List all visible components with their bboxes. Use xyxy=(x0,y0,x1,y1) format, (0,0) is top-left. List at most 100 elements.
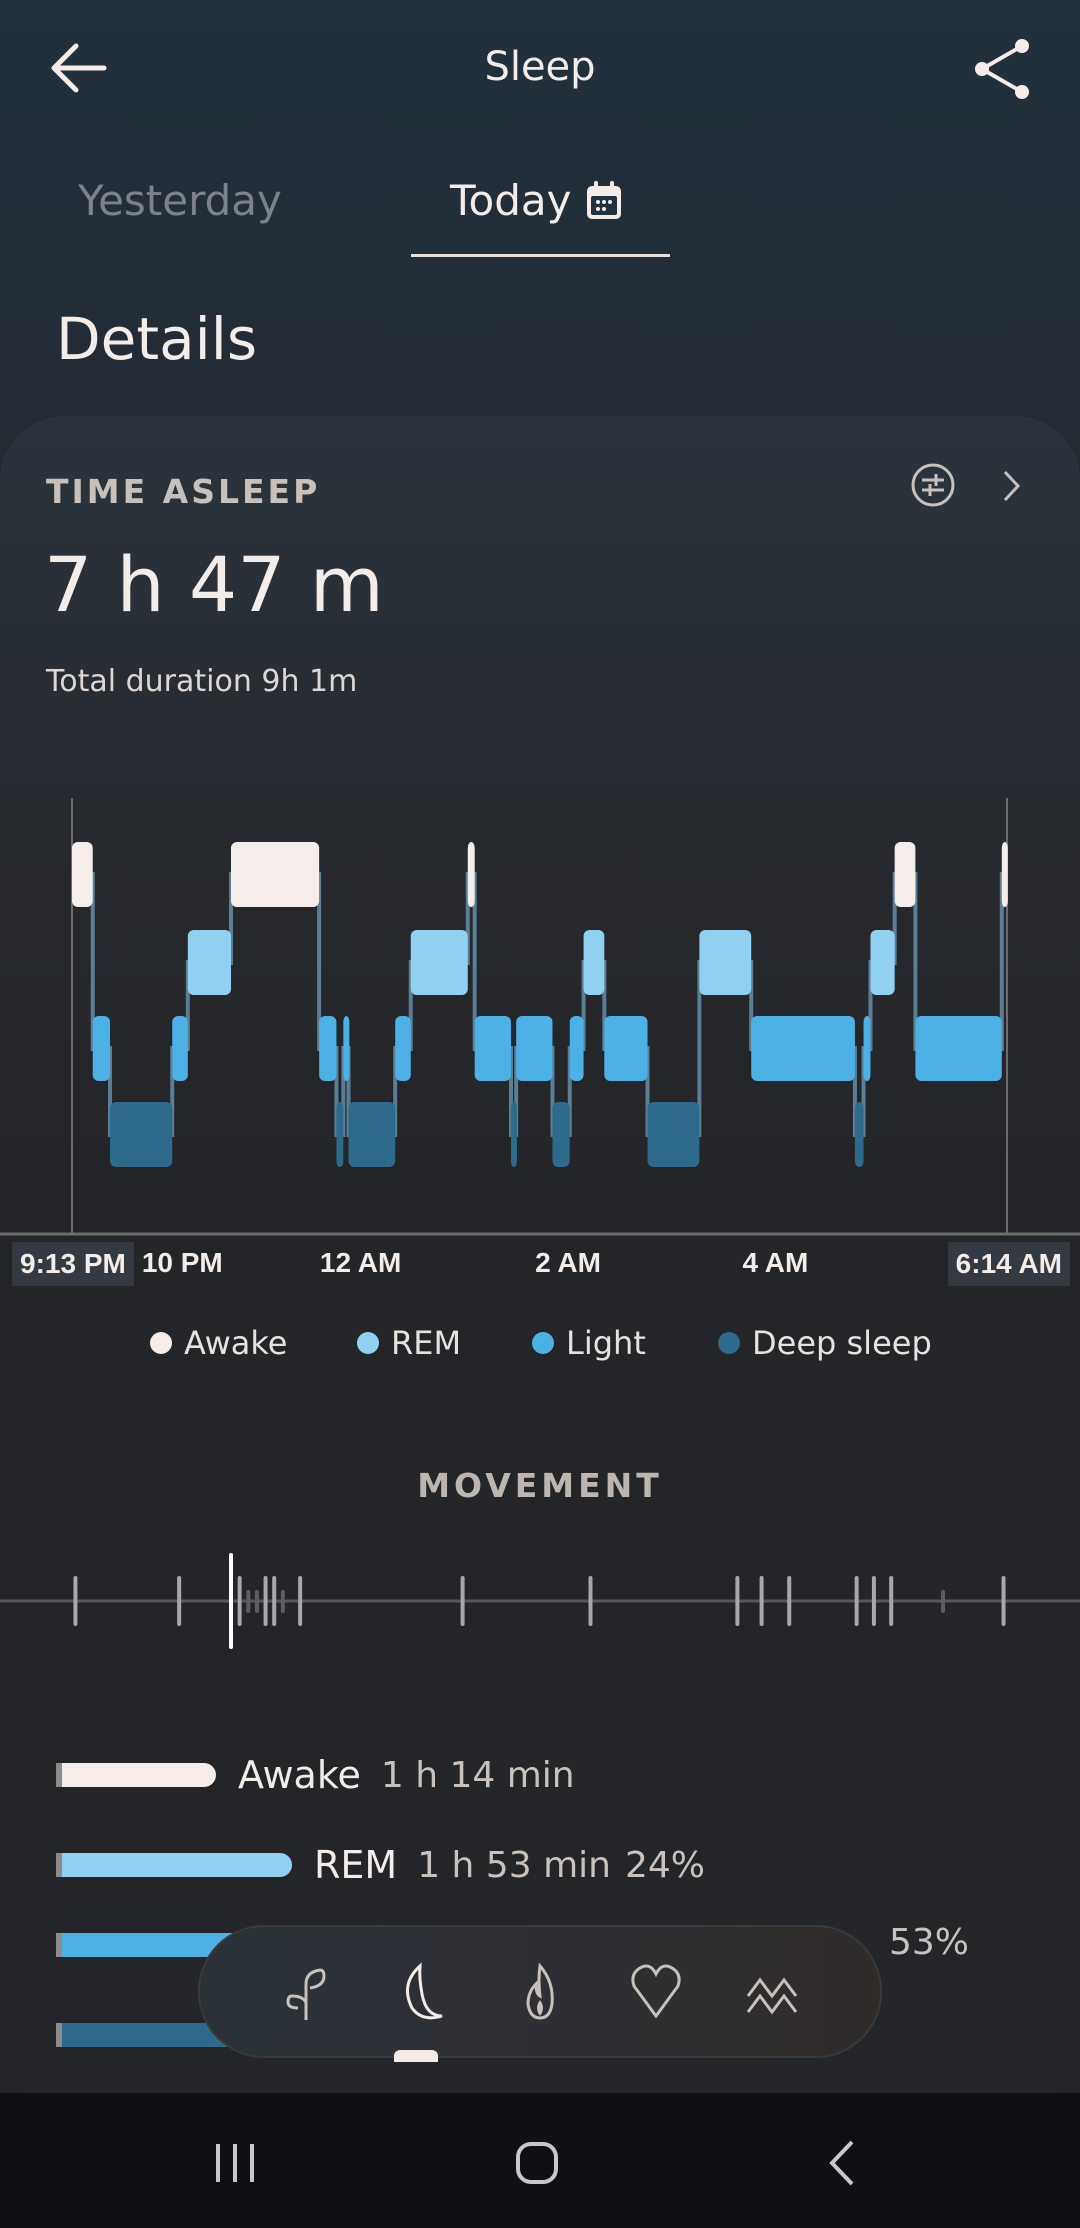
stage-segment-deep-sleep xyxy=(336,1102,344,1167)
active-nav-indicator xyxy=(394,2050,438,2062)
legend-deep: Deep sleep xyxy=(718,1324,932,1362)
card-label: TIME ASLEEP xyxy=(46,472,321,511)
stage-segment-light xyxy=(172,1016,188,1081)
tab-yesterday[interactable]: Yesterday xyxy=(78,176,282,225)
stage-transition xyxy=(645,1046,650,1137)
stage-segment-deep-sleep xyxy=(110,1102,173,1167)
stage-transition xyxy=(346,1046,351,1137)
time-asleep-value: 7 h 47 m xyxy=(44,540,384,629)
row-duration: 1 h 14 min xyxy=(380,1754,575,1796)
stage-transition xyxy=(602,960,607,1051)
legend-awake: Awake xyxy=(150,1324,287,1362)
stage-segment-rem xyxy=(187,930,232,995)
stage-segment-light xyxy=(319,1016,337,1081)
stage-segment-light xyxy=(395,1016,411,1081)
system-nav-bar xyxy=(0,2093,1080,2228)
active-tab-indicator xyxy=(411,254,670,257)
breakdown-row-rem: REM 1 h 53 min 24% xyxy=(56,1843,705,1887)
legend-dot-awake xyxy=(150,1332,172,1354)
row-duration: 1 h 53 min xyxy=(417,1844,611,1886)
tab-today-label: Today xyxy=(450,176,572,225)
legend-label: Awake xyxy=(184,1324,288,1362)
row-label: REM xyxy=(314,1843,398,1887)
row-label: Awake xyxy=(238,1753,361,1797)
stage-transition xyxy=(861,1046,866,1137)
stage-segment-awake xyxy=(894,842,916,907)
legend-light: Light xyxy=(532,1324,646,1362)
bar-cap xyxy=(56,1933,62,1957)
calendar-icon[interactable] xyxy=(585,180,623,222)
stage-transition xyxy=(567,1046,572,1137)
time-asleep-card xyxy=(0,416,1080,2096)
movement-title: MOVEMENT xyxy=(417,1466,663,1505)
stage-segment-rem xyxy=(870,930,895,995)
row-percent: 24% xyxy=(624,1844,705,1886)
stage-transition xyxy=(868,960,873,1051)
tab-today[interactable]: Today xyxy=(450,176,623,225)
waves-icon[interactable] xyxy=(742,1960,802,2024)
stage-segment-awake xyxy=(231,842,320,907)
stage-segment-light xyxy=(751,1016,855,1081)
stage-segment-light xyxy=(92,1016,111,1081)
breakdown-row-awake: Awake 1 h 14 min xyxy=(56,1753,575,1797)
stage-segment-rem xyxy=(583,930,605,995)
sprout-icon[interactable] xyxy=(278,1960,338,2024)
section-title: Details xyxy=(56,305,258,373)
bar-cap xyxy=(56,2023,62,2047)
stage-segment-light xyxy=(569,1016,584,1081)
chevron-right-icon[interactable] xyxy=(1000,468,1024,504)
recents-icon[interactable] xyxy=(212,2140,258,2186)
arrow-left-icon[interactable] xyxy=(48,38,110,100)
stage-segment-light xyxy=(604,1016,648,1081)
moon-icon[interactable] xyxy=(394,1960,454,2024)
heart-icon[interactable] xyxy=(626,1960,686,2024)
share-icon[interactable] xyxy=(970,36,1036,102)
stage-segment-awake xyxy=(1001,842,1008,907)
stage-segment-light xyxy=(474,1016,511,1081)
flame-icon[interactable] xyxy=(510,1960,570,2024)
stage-transition xyxy=(90,872,95,1051)
legend-dot-rem xyxy=(357,1332,379,1354)
stage-segment-light xyxy=(863,1016,871,1081)
tick-label-12am: 12 AM xyxy=(319,1247,402,1278)
back-icon[interactable] xyxy=(822,2138,862,2188)
stage-segment-deep-sleep xyxy=(348,1102,396,1167)
legend-dot-light xyxy=(532,1332,554,1354)
stage-transition xyxy=(852,1046,857,1137)
page-title: Sleep xyxy=(484,44,596,90)
stage-segment-awake xyxy=(467,842,475,907)
stage-transition xyxy=(999,872,1004,1051)
stage-transition xyxy=(317,872,322,1051)
stage-segment-rem xyxy=(410,930,468,995)
awake-bar xyxy=(62,1763,216,1787)
total-duration: Total duration 9h 1m xyxy=(46,664,358,699)
stage-segment-deep-sleep xyxy=(552,1102,570,1167)
sleep-stages-chart xyxy=(0,798,1080,1236)
stage-transition xyxy=(170,1046,175,1137)
bottom-nav xyxy=(198,1925,882,2058)
stage-transition xyxy=(581,960,586,1051)
stage-segment-light xyxy=(516,1016,553,1081)
sliders-icon[interactable] xyxy=(910,462,956,508)
stage-segment-deep-sleep xyxy=(510,1102,517,1167)
stage-transition xyxy=(108,1046,113,1137)
stage-transition xyxy=(185,960,190,1051)
stage-segment-light xyxy=(343,1016,350,1081)
stage-transition xyxy=(550,1046,555,1137)
stage-segment-light xyxy=(915,1016,1002,1081)
bar-cap xyxy=(56,1763,62,1787)
stage-transition xyxy=(508,1046,513,1137)
tick-label-2am: 2 AM xyxy=(535,1247,601,1278)
stage-transition xyxy=(697,960,702,1137)
bar-cap xyxy=(56,1853,62,1877)
stage-transition xyxy=(229,872,234,965)
legend-label: Deep sleep xyxy=(752,1324,932,1362)
end-time-label: 6:14 AM xyxy=(947,1242,1070,1286)
stage-segment-rem xyxy=(699,930,752,995)
light-percent: 53% xyxy=(889,1922,970,1963)
movement-chart[interactable] xyxy=(0,1545,1080,1655)
stage-transition xyxy=(913,872,918,1051)
stage-segment-deep-sleep xyxy=(854,1102,864,1167)
stage-transition xyxy=(465,872,470,965)
home-icon[interactable] xyxy=(514,2140,560,2186)
